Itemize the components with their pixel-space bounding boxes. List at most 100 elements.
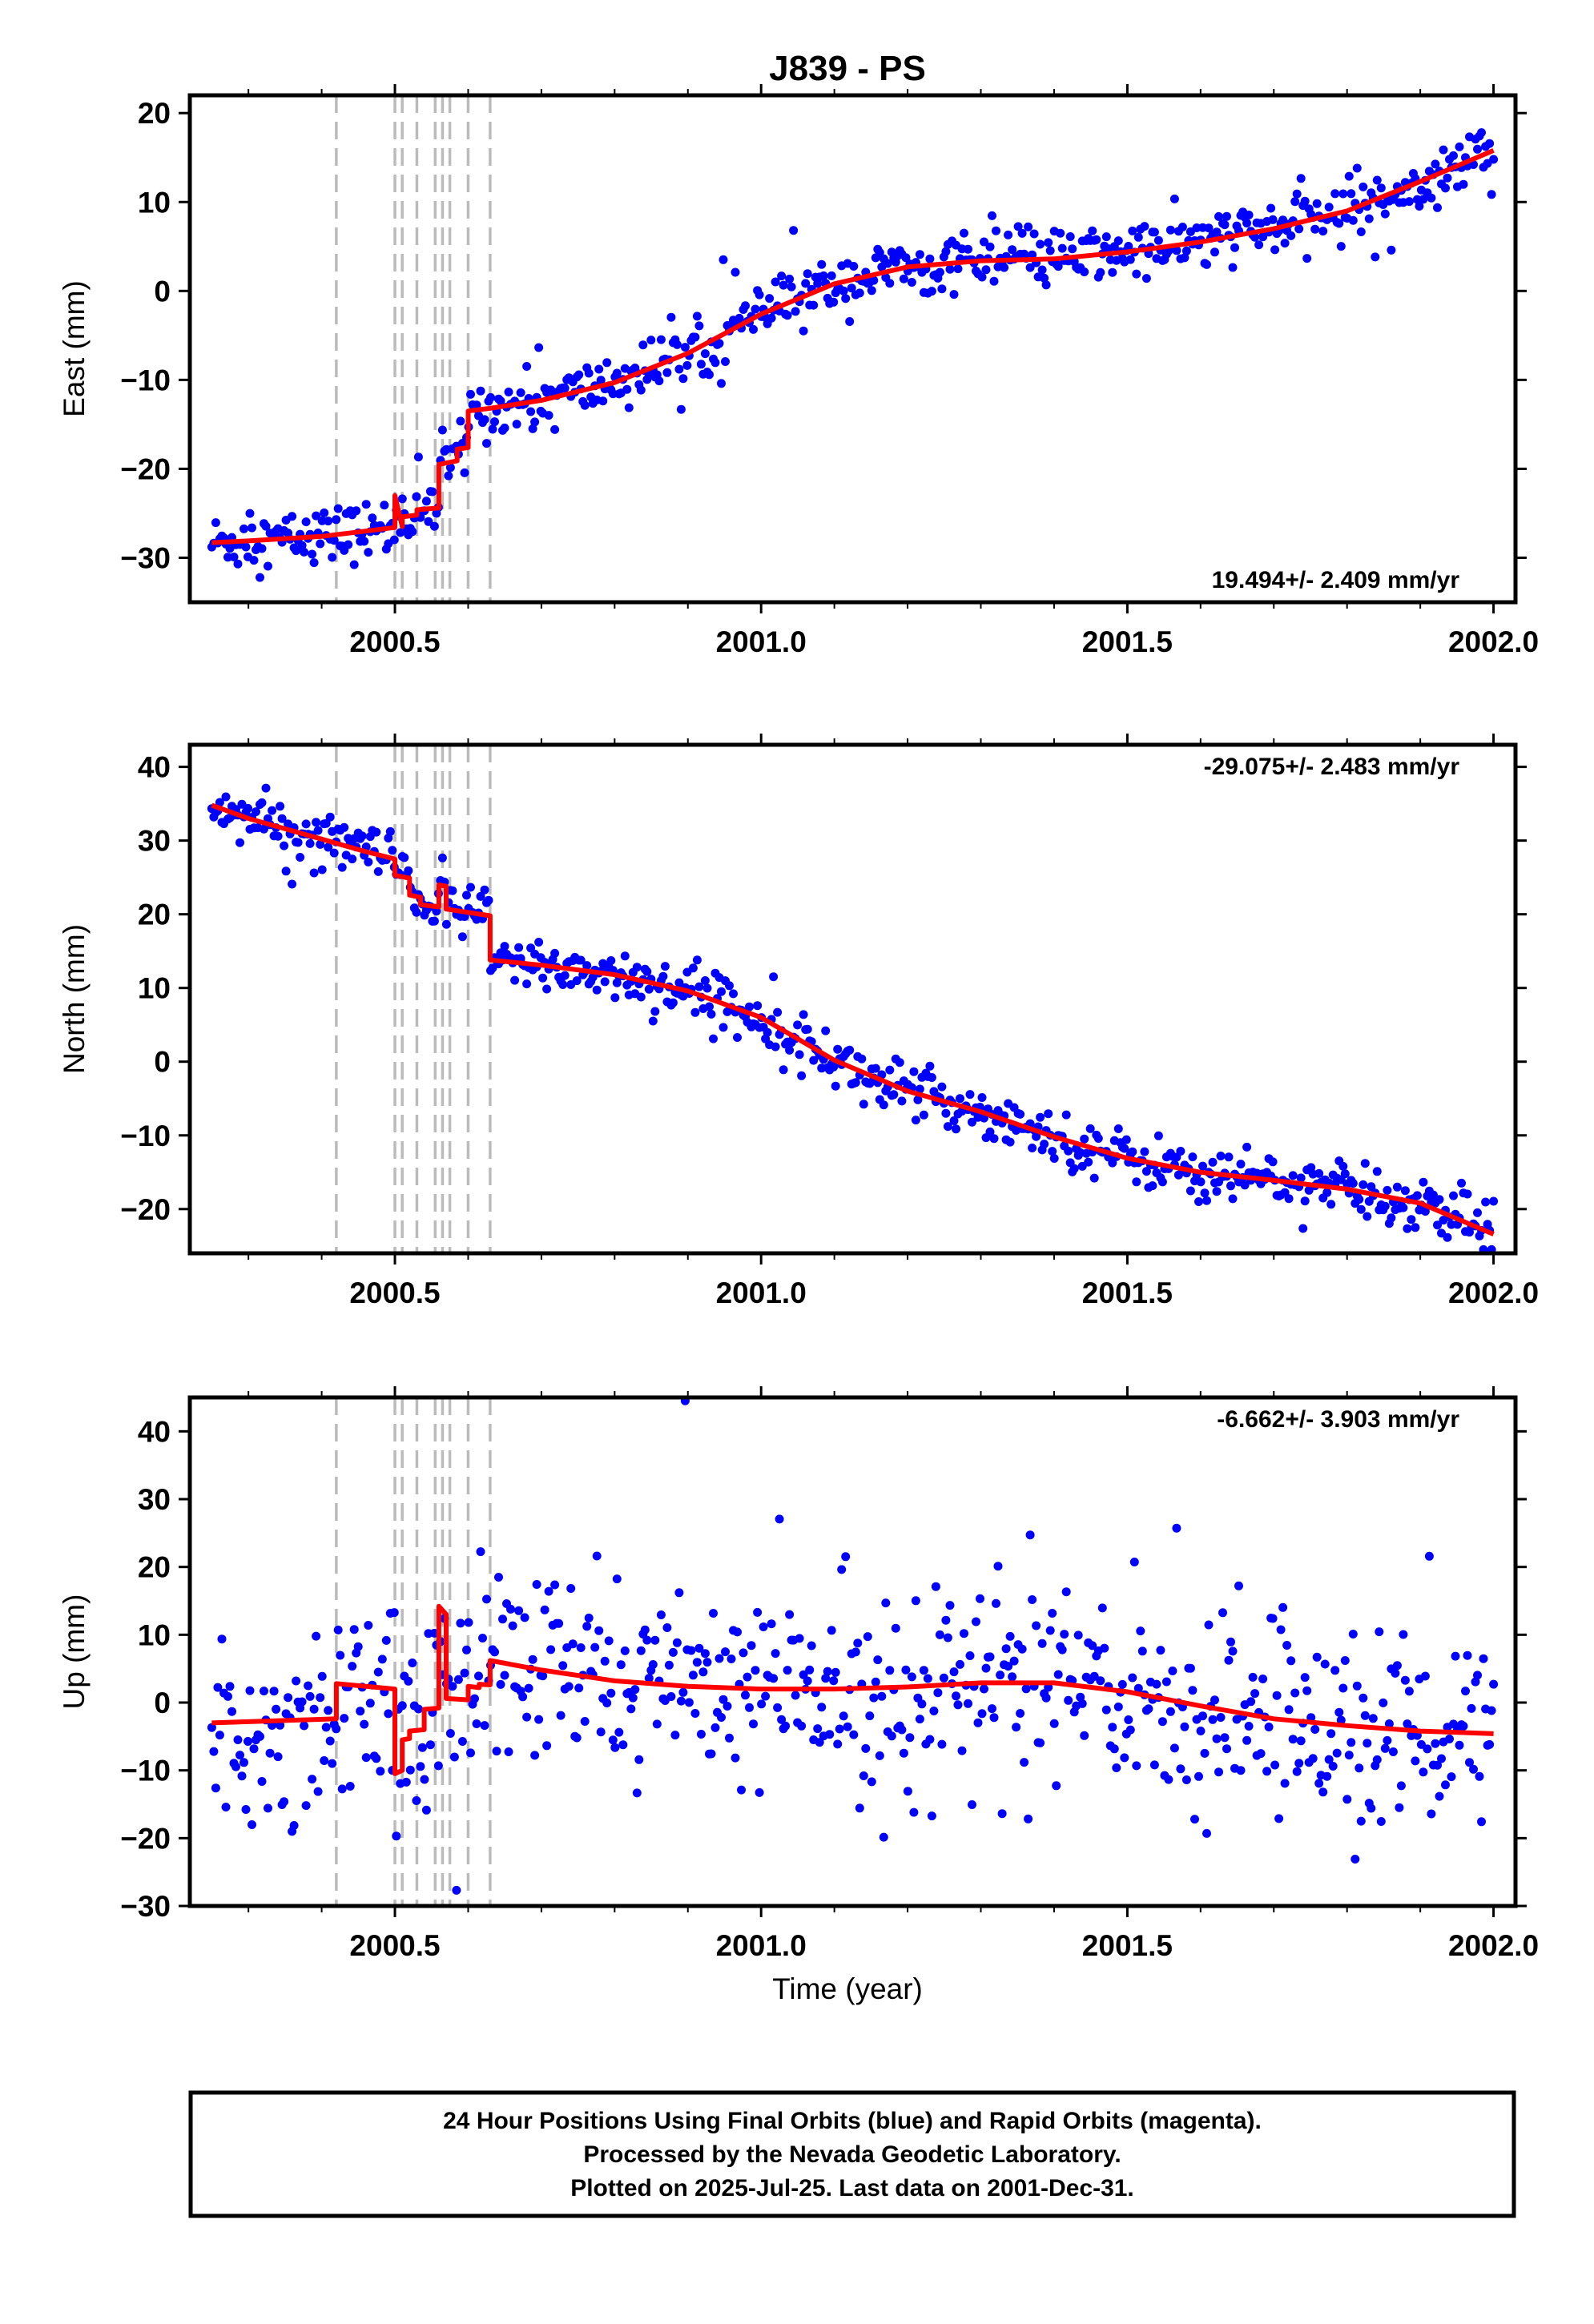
data-point [964,244,972,254]
data-point [1336,242,1346,251]
data-point [1380,1743,1390,1753]
data-point [289,1821,299,1830]
data-point [700,349,710,359]
data-point [256,1731,264,1741]
data-point [524,1683,533,1693]
data-point [1396,1781,1406,1791]
data-point [949,290,959,300]
data-point [392,1831,401,1841]
data-point [719,1023,728,1032]
y-tick-label: 40 [138,1415,171,1448]
data-point [1169,194,1179,203]
y-tick-label: 0 [154,275,171,308]
data-point [1176,1147,1185,1156]
data-point [452,1885,461,1895]
data-point [1016,1109,1025,1119]
data-point [1424,1551,1434,1561]
data-point [705,370,714,380]
y-tick-label: −30 [120,541,171,574]
data-point [618,1740,628,1750]
data-point [1161,1677,1171,1687]
data-point [694,1643,704,1653]
data-point [317,1671,327,1681]
plot-frame [187,93,1518,605]
data-point [268,806,277,815]
data-point [273,831,283,841]
data-point [1399,1203,1408,1212]
data-point [861,1743,871,1753]
data-point [554,1618,564,1628]
data-point [1214,1767,1223,1777]
data-point [1141,274,1151,283]
data-point [308,1775,317,1784]
data-point [797,1071,807,1080]
data-point [1185,1186,1195,1196]
y-tick-label: −10 [120,1755,171,1787]
data-point [441,919,451,929]
data-point [480,885,489,895]
data-point [1196,1727,1206,1735]
data-point [456,416,465,426]
data-point [777,1715,787,1724]
data-point [1290,197,1300,207]
data-point [490,1647,499,1657]
data-point [915,1715,924,1724]
data-point [1068,244,1077,254]
data-point [1244,211,1254,219]
data-point [1108,267,1117,277]
data-point [1338,1161,1348,1171]
data-point [1312,1652,1322,1662]
data-point [1282,1641,1292,1650]
data-point [1124,242,1133,251]
data-point [1290,1688,1300,1698]
data-point [1057,243,1067,253]
data-point [1368,1714,1378,1723]
data-point [1445,1735,1454,1743]
data-point [1268,215,1278,224]
data-point [885,1065,895,1075]
data-point [321,818,331,828]
data-point [1288,1171,1298,1180]
x-tick-label: 2000.5 [349,625,440,658]
data-point [871,1677,880,1687]
data-point [1391,1668,1400,1678]
data-point [767,1619,776,1629]
y-tick-label: 30 [138,825,171,858]
data-point [985,1652,995,1662]
data-point [249,556,259,565]
data-point [694,982,704,991]
data-point [320,508,329,517]
data-point [1423,1744,1432,1754]
data-point [449,1752,459,1762]
data-point [988,211,996,220]
data-point [1052,1781,1061,1791]
data-point [1013,222,1023,231]
data-point [1340,1169,1350,1179]
data-point [923,1674,932,1683]
data-point [1181,246,1191,255]
data-point [269,1687,279,1696]
data-point [1080,1731,1089,1740]
data-point [1060,1630,1069,1639]
data-point [751,1666,760,1675]
data-point [1344,171,1354,181]
data-point [600,977,610,987]
data-point [472,1719,481,1728]
data-point [584,1613,594,1622]
data-point [544,1586,553,1596]
data-point [993,1562,1003,1571]
data-point [1032,1132,1041,1141]
data-point [674,364,684,374]
data-point [1487,1706,1496,1715]
data-point [1334,1707,1344,1717]
data-point [496,396,505,406]
data-point [1404,1687,1414,1696]
data-point [324,1706,333,1715]
data-point [1461,1687,1470,1696]
data-point [841,1552,851,1562]
data-point [1132,1761,1141,1771]
data-point [1080,1134,1089,1144]
data-point [883,259,892,268]
data-point [1469,1764,1478,1774]
